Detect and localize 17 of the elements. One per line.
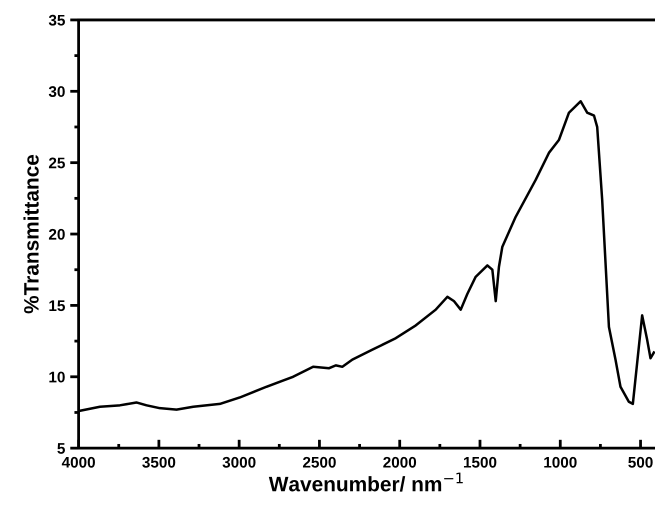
x-tick-label: 1500 [464,456,496,468]
x-axis-title: Wavenumber/ nm$^{−1}$ [268,472,463,492]
x-tick-label: 3000 [222,456,256,468]
x-tick-label: 1000 [544,456,577,468]
y-tick-label: 5 [57,443,65,454]
y-tick-label: 15 [49,300,65,312]
x-tick-label: 4000 [62,456,95,468]
x-tick-label: 2000 [383,456,416,468]
y-tick-label: 10 [49,372,65,382]
y-tick-label: 30 [48,86,65,98]
x-tick-label: 2500 [302,456,336,468]
x-tick-label: 500 [628,456,653,468]
y-tick-label: 20 [48,228,65,240]
y-tick-label: 35 [48,14,65,26]
y-tick-label: 25 [48,158,65,168]
x-tick-label: 3500 [142,456,176,468]
y-axis-title: %Transmittance [23,154,39,314]
